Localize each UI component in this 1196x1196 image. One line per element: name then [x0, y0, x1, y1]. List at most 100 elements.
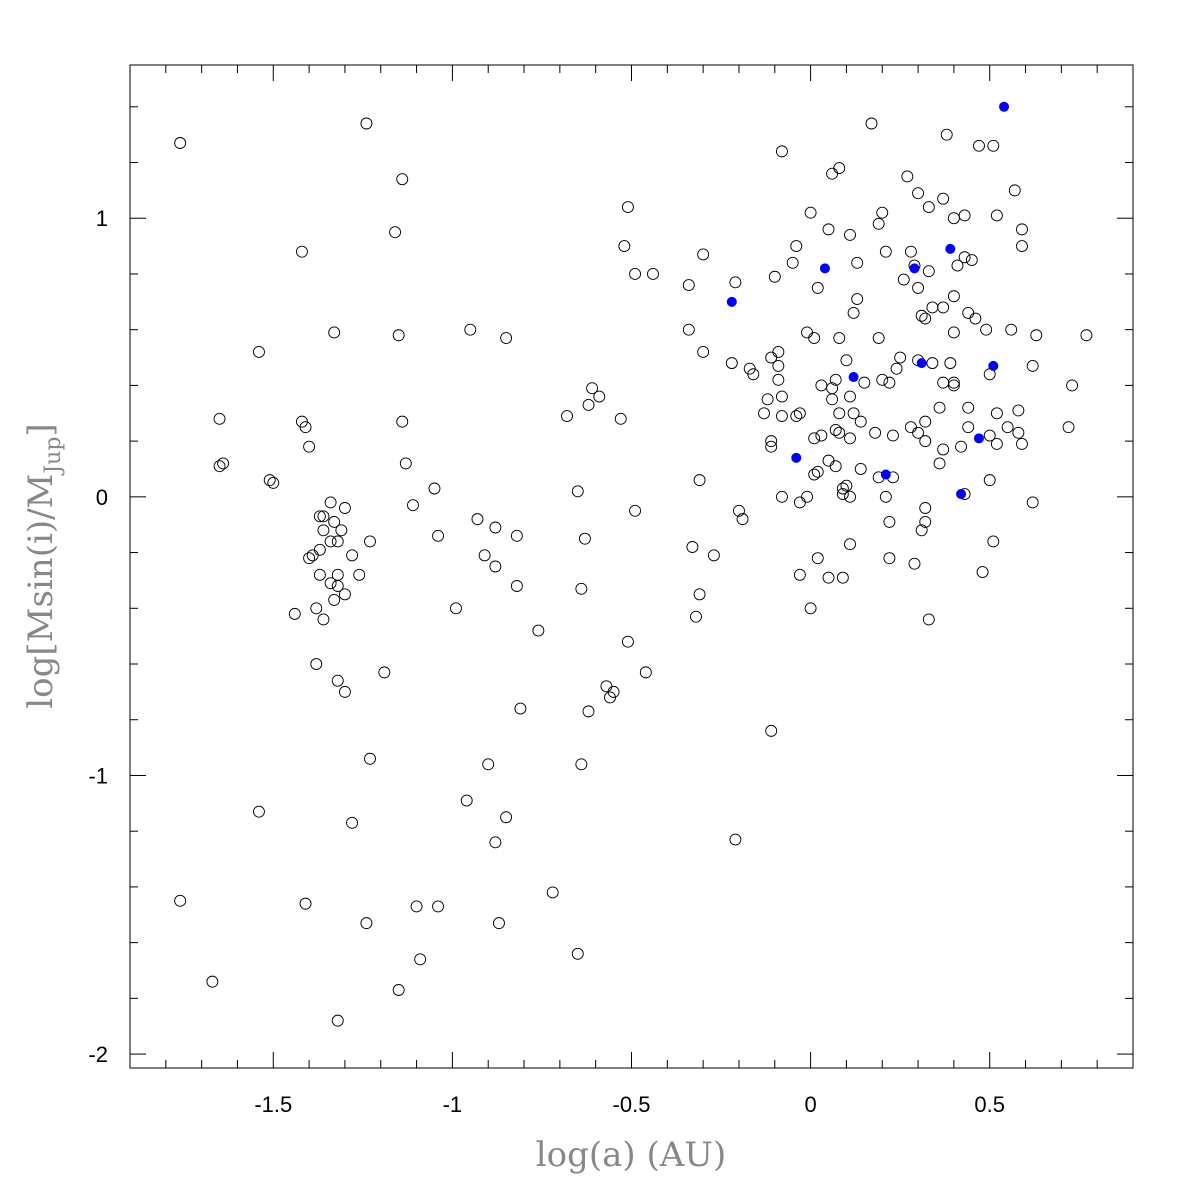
- open-data-point: [847, 407, 860, 420]
- open-data-point: [804, 206, 817, 219]
- open-data-point: [983, 429, 996, 442]
- open-data-point: [331, 580, 344, 592]
- open-data-point: [829, 373, 842, 386]
- open-data-point: [937, 376, 950, 389]
- open-data-point: [618, 240, 631, 253]
- open-data-point: [561, 410, 573, 422]
- open-data-point: [682, 323, 695, 336]
- open-data-point: [471, 513, 484, 526]
- open-data-point: [890, 362, 903, 375]
- open-data-point: [489, 560, 502, 573]
- open-data-point: [858, 376, 871, 389]
- open-data-point: [919, 435, 932, 448]
- open-data-point: [811, 281, 824, 294]
- open-data-point: [593, 390, 606, 403]
- open-data-point: [500, 332, 513, 344]
- open-data-point: [206, 975, 219, 988]
- open-data-point: [883, 552, 896, 565]
- open-data-point: [990, 209, 1003, 222]
- open-data-point: [460, 794, 473, 807]
- open-data-point: [815, 379, 828, 392]
- open-data-point: [822, 223, 835, 236]
- x-tick-label: -1: [443, 1092, 463, 1117]
- open-data-point: [987, 535, 1000, 548]
- open-data-point: [328, 326, 341, 339]
- open-data-point: [876, 206, 889, 219]
- open-data-point: [765, 724, 778, 737]
- open-data-point: [414, 953, 427, 966]
- open-data-point: [500, 811, 513, 824]
- open-data-point: [990, 407, 1003, 420]
- filled-data-point: [909, 263, 920, 274]
- open-data-point: [360, 917, 373, 930]
- open-data-point: [962, 307, 975, 319]
- open-data-point: [317, 510, 330, 523]
- open-data-point: [919, 415, 932, 428]
- open-data-point: [887, 429, 899, 442]
- open-data-point: [575, 758, 588, 771]
- open-data-point: [582, 705, 595, 718]
- open-data-point: [980, 323, 993, 336]
- open-data-point: [1066, 379, 1079, 392]
- open-data-point: [958, 209, 971, 222]
- open-data-point: [990, 437, 1003, 450]
- open-data-point: [629, 268, 642, 280]
- open-data-point: [729, 833, 742, 846]
- open-data-point: [965, 254, 978, 266]
- open-data-point: [600, 680, 613, 693]
- open-data-point: [313, 543, 326, 556]
- open-data-point: [174, 894, 187, 907]
- filled-data-point: [945, 243, 956, 254]
- open-data-point: [578, 532, 591, 545]
- open-data-point: [772, 346, 785, 358]
- open-data-point: [407, 499, 419, 512]
- open-data-point: [776, 490, 788, 503]
- open-data-point: [879, 245, 892, 258]
- open-data-point: [621, 635, 634, 648]
- open-data-point: [489, 836, 502, 849]
- open-data-point: [933, 401, 946, 414]
- open-data-point: [253, 346, 265, 358]
- filled-data-point: [819, 263, 830, 274]
- open-data-point: [697, 346, 710, 358]
- open-data-point: [392, 329, 405, 342]
- open-data-point: [450, 602, 462, 615]
- axis-tick-labels: -1.5 -1 -0.5 0 0.5 -2 -1 0 1: [88, 206, 1005, 1117]
- open-data-point: [822, 454, 835, 467]
- open-data-point: [310, 658, 323, 670]
- open-data-point: [378, 666, 391, 679]
- open-data-point: [1016, 437, 1028, 450]
- open-data-point: [883, 376, 896, 389]
- open-data-point: [793, 568, 806, 581]
- open-data-point: [1001, 421, 1014, 434]
- open-data-point: [836, 571, 849, 584]
- open-data-point: [947, 290, 960, 303]
- axis-ticks: [129, 65, 1134, 1068]
- open-data-point: [829, 460, 842, 473]
- open-data-point: [983, 474, 996, 487]
- open-data-point: [364, 752, 376, 765]
- open-data-point: [432, 900, 445, 913]
- open-data-point: [790, 240, 803, 253]
- open-data-point: [801, 490, 813, 503]
- open-data-point: [629, 504, 642, 517]
- x-tick-label: 0.5: [974, 1092, 1005, 1117]
- open-data-point: [836, 488, 849, 501]
- open-data-point: [772, 373, 785, 386]
- open-data-point: [396, 173, 409, 186]
- open-data-point: [944, 357, 957, 370]
- filled-data-point: [999, 101, 1010, 112]
- open-data-point: [847, 307, 860, 319]
- open-data-point: [865, 117, 878, 130]
- open-data-point: [328, 515, 341, 528]
- open-data-point: [725, 357, 738, 370]
- filled-data-point: [848, 372, 859, 383]
- open-data-point: [815, 429, 828, 442]
- open-data-point: [1080, 329, 1093, 342]
- open-data-point: [267, 476, 280, 489]
- open-data-point: [776, 410, 788, 422]
- open-data-point: [844, 538, 856, 551]
- open-data-point: [1030, 329, 1043, 342]
- open-data-point: [586, 382, 599, 395]
- open-data-point: [940, 128, 953, 141]
